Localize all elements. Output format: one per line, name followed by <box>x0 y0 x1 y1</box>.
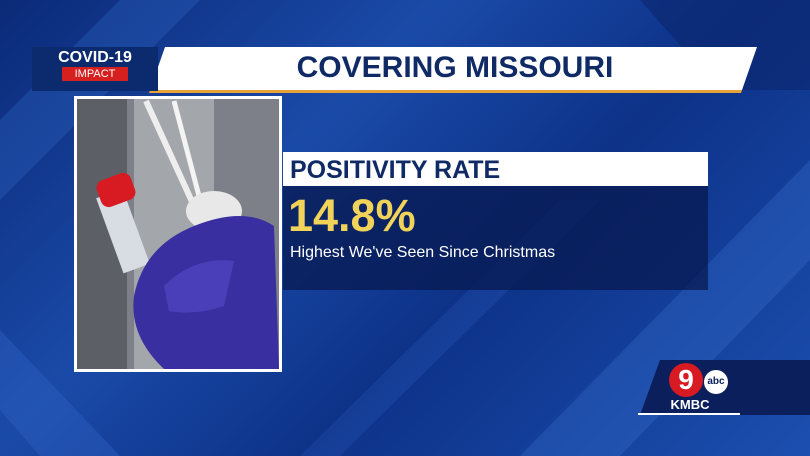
badge-subtitle: IMPACT <box>74 68 116 80</box>
header-banner <box>32 47 757 93</box>
logo-network: abc <box>707 376 725 387</box>
photo <box>74 96 282 372</box>
stat-label-bar <box>283 152 708 186</box>
stat-label: POSITIVITY RATE <box>290 156 501 184</box>
logo-number: 9 <box>678 364 694 395</box>
stat-caption: Highest We've Seen Since Christmas <box>290 244 556 261</box>
stat-value: 14.8% <box>288 190 416 241</box>
header-title: COVERING MISSOURI <box>296 51 614 84</box>
station-logo-bg <box>638 360 810 415</box>
logo-station: KMBC <box>670 397 710 412</box>
badge-title: COVID-19 <box>58 49 132 66</box>
